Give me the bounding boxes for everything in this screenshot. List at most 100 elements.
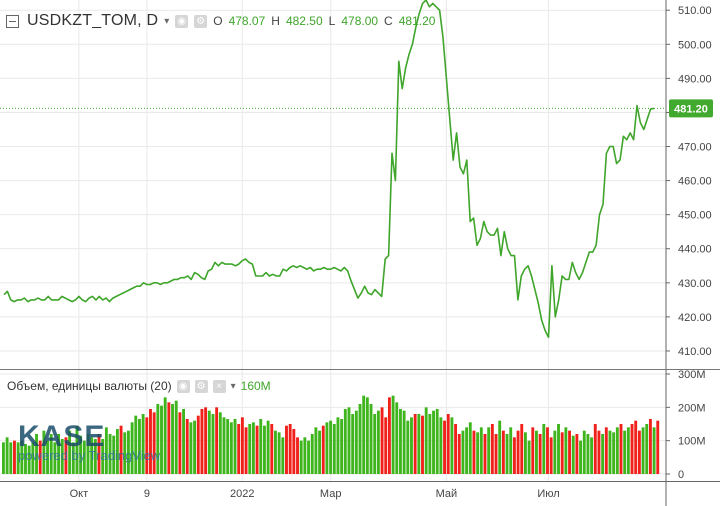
volume-bar <box>171 404 174 474</box>
volume-bar <box>509 427 513 474</box>
volume-bars <box>2 395 660 474</box>
volume-bar <box>564 427 568 474</box>
volume-bar <box>174 400 178 474</box>
volume-bar <box>501 430 505 474</box>
volume-bar <box>53 442 57 474</box>
volume-bar <box>2 442 5 474</box>
high-value: 482.50 <box>285 14 323 28</box>
y-tick-label: 510.00 <box>678 5 712 17</box>
volume-bar <box>251 422 255 474</box>
volume-bar <box>9 442 13 474</box>
volume-bar <box>270 424 274 474</box>
volume-bar <box>549 437 553 474</box>
volume-bar <box>226 419 230 474</box>
volume-bar <box>546 427 549 474</box>
volume-bar <box>156 404 160 474</box>
x-tick-label: Май <box>436 488 458 500</box>
collapse-icon[interactable] <box>6 14 19 28</box>
volume-bar <box>535 430 538 474</box>
volume-bar <box>358 404 362 474</box>
volume-bar <box>68 430 72 474</box>
volume-bar <box>406 420 410 474</box>
volume-bar <box>38 440 42 474</box>
volume-title[interactable]: Объем, единицы валюты (20) <box>7 379 172 393</box>
volume-bar <box>586 434 590 474</box>
volume-bar <box>255 425 259 474</box>
volume-bar <box>373 414 377 474</box>
eye-icon[interactable]: ◉ <box>176 379 190 393</box>
volume-bar <box>623 430 627 474</box>
volume-bar <box>189 422 193 474</box>
volume-bar <box>424 407 428 474</box>
volume-bar <box>490 424 494 474</box>
eye-icon[interactable]: ◉ <box>175 14 189 28</box>
volume-bar <box>395 402 399 474</box>
volume-bar <box>108 434 112 474</box>
volume-bar <box>593 424 597 474</box>
volume-bar <box>399 409 402 474</box>
volume-bar <box>215 407 219 474</box>
volume-bar <box>615 427 619 474</box>
volume-bar <box>483 434 487 474</box>
volume-bar <box>93 439 97 474</box>
volume-bar <box>626 427 630 474</box>
volume-bar <box>487 427 491 474</box>
volume-bar <box>630 424 634 474</box>
volume-bar <box>376 410 380 474</box>
volume-bar <box>222 417 226 474</box>
volume-bar <box>90 437 94 474</box>
chevron-down-icon[interactable]: ▾ <box>164 15 170 27</box>
volume-bar <box>387 397 391 474</box>
volume-bar <box>49 434 53 474</box>
volume-bar <box>57 434 61 474</box>
volume-tick-label: 200M <box>678 402 706 414</box>
gear-icon[interactable]: ⚙ <box>194 379 208 393</box>
volume-bar <box>318 430 322 474</box>
volume-bar <box>145 417 149 474</box>
logo-text: KASE <box>18 420 106 453</box>
volume-bar <box>410 417 413 474</box>
volume-bar <box>336 417 340 474</box>
open-value: 478.07 <box>228 14 266 28</box>
volume-bar <box>274 430 277 474</box>
y-tick-label: 450.00 <box>678 210 712 222</box>
volume-bar <box>299 440 303 474</box>
volume-bar <box>476 432 480 474</box>
x-tick-label: Июл <box>537 488 559 500</box>
open-label: O <box>213 14 223 28</box>
gear-icon[interactable]: ⚙ <box>194 14 208 28</box>
volume-bar <box>472 430 476 474</box>
volume-bar <box>443 420 446 474</box>
volume-bar <box>351 414 355 474</box>
volume-tick-label: 0 <box>678 469 684 481</box>
price-series <box>0 0 666 339</box>
volume-bar <box>612 432 616 474</box>
x-tick-label: Мар <box>320 488 342 500</box>
volume-bar <box>200 409 204 474</box>
volume-bar <box>123 432 127 474</box>
volume-bar <box>310 434 314 474</box>
volume-bar <box>86 434 90 474</box>
volume-bar <box>321 425 325 474</box>
volume-bar <box>27 445 31 474</box>
y-tick-label: 470.00 <box>678 142 712 154</box>
volume-bar <box>138 419 141 474</box>
x-tick-label: Окт <box>70 488 89 500</box>
volume-bar <box>167 402 171 474</box>
chevron-down-icon[interactable]: ▾ <box>230 380 236 392</box>
volume-bar <box>354 410 358 474</box>
close-value: 481.20 <box>398 14 436 28</box>
volume-bar <box>240 417 244 474</box>
symbol-title[interactable]: USDKZT_TOM, D <box>27 12 159 29</box>
volume-bar <box>579 440 583 474</box>
volume-bar <box>152 412 156 474</box>
volume-bar <box>494 434 498 474</box>
volume-bar <box>340 419 344 474</box>
volume-bar <box>446 414 450 474</box>
close-icon[interactable]: × <box>212 379 226 393</box>
volume-bar <box>432 410 435 474</box>
volume-bar <box>285 425 288 474</box>
volume-bar <box>634 420 638 474</box>
volume-bar <box>307 440 310 474</box>
kase-logo: KASE powered by TradingView <box>18 420 160 463</box>
